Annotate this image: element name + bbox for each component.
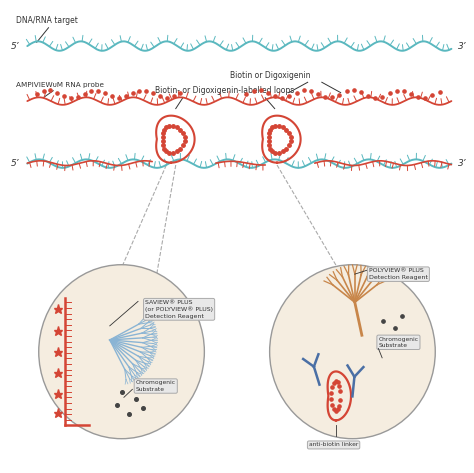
Text: Biotin or Digoxigenin: Biotin or Digoxigenin [230, 71, 310, 80]
Text: Chromogenic
Substrate: Chromogenic Substrate [378, 337, 419, 348]
Text: 5’: 5’ [11, 42, 19, 51]
Ellipse shape [270, 265, 435, 438]
Text: Biotin- or Digoxigenin-labelled loops: Biotin- or Digoxigenin-labelled loops [155, 87, 294, 96]
Text: 3’: 3’ [457, 42, 466, 51]
Text: SAVIEW® PLUS
(or POLYVIEW® PLUS)
Detection Reagent: SAVIEW® PLUS (or POLYVIEW® PLUS) Detecti… [145, 300, 213, 319]
Text: anti-biotin linker: anti-biotin linker [309, 442, 358, 447]
Text: Chromogenic
Substrate: Chromogenic Substrate [136, 380, 176, 392]
Text: POLYVIEW® PLUS
Detection Reagent: POLYVIEW® PLUS Detection Reagent [369, 269, 428, 280]
Text: 5’: 5’ [11, 159, 19, 168]
Text: AMPIVIEWᴜM RNA probe: AMPIVIEWᴜM RNA probe [16, 82, 103, 88]
Ellipse shape [39, 265, 204, 438]
Text: DNA/RNA target: DNA/RNA target [16, 16, 77, 25]
Text: 3’: 3’ [457, 159, 466, 168]
